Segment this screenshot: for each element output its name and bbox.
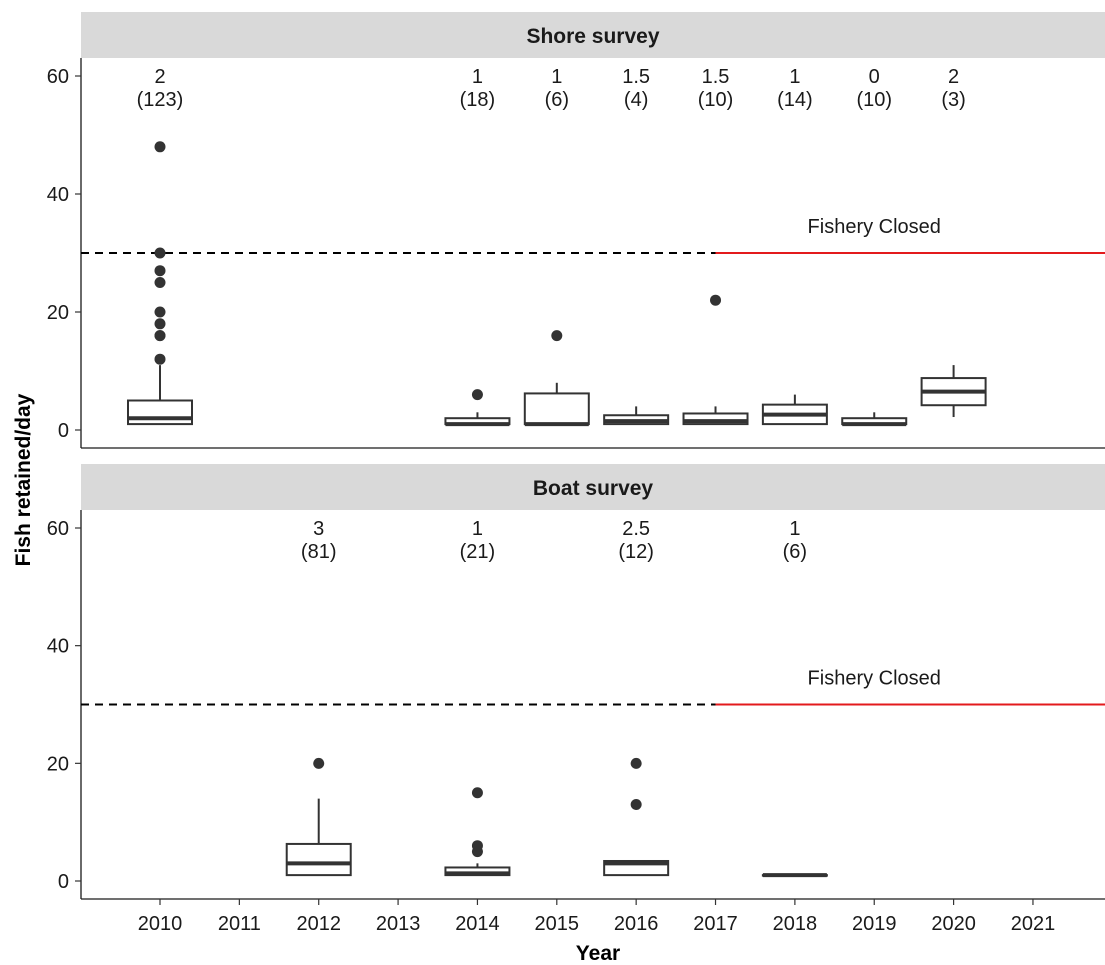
- outlier-point-1-1-1: [471, 840, 483, 852]
- median-label-0-7: 2: [948, 66, 959, 88]
- n-label-1-1: (21): [460, 541, 496, 563]
- outlier-point-0-0-6: [154, 265, 166, 277]
- strip-title-1: Boat survey: [533, 477, 654, 500]
- x-axis-title: Year: [576, 942, 620, 965]
- x-tick-label-7: 2017: [693, 913, 738, 935]
- outlier-point-1-1-2: [471, 787, 483, 799]
- x-tick-label-4: 2014: [455, 913, 500, 935]
- y-tick-label-0-2: 40: [47, 184, 69, 206]
- box-0-2: [523, 392, 590, 426]
- n-label-1-2: (12): [618, 541, 654, 563]
- y-tick-label-1-1: 20: [47, 753, 69, 775]
- n-label-0-3: (4): [624, 89, 648, 111]
- strip-panel-1: [81, 464, 1105, 510]
- n-label-0-2: (6): [545, 89, 569, 111]
- y-axis-title: Fish retained/day: [12, 393, 35, 566]
- x-tick-label-9: 2019: [852, 913, 897, 935]
- n-label-1-0: (81): [301, 541, 337, 563]
- x-tick-label-3: 2013: [376, 913, 421, 935]
- median-label-1-3: 1: [789, 518, 800, 540]
- x-tick-label-8: 2018: [773, 913, 818, 935]
- box-0-0: [127, 399, 193, 426]
- y-tick-label-1-0: 0: [58, 871, 69, 893]
- median-label-0-1: 1: [472, 66, 483, 88]
- median-label-0-3: 1.5: [622, 66, 650, 88]
- median-label-0-2: 1: [551, 66, 562, 88]
- outlier-point-0-0-4: [154, 306, 166, 318]
- x-tick-label-0: 2010: [138, 913, 183, 935]
- x-tick-label-1: 2011: [218, 913, 261, 935]
- outlier-point-0-2-0: [551, 330, 563, 342]
- x-tick-label-2: 2012: [296, 913, 341, 935]
- n-label-0-7: (3): [941, 89, 965, 111]
- median-label-1-0: 3: [313, 518, 324, 540]
- outlier-point-1-2-0: [630, 799, 642, 811]
- n-label-0-4: (10): [698, 89, 734, 111]
- strip-title-0: Shore survey: [526, 25, 659, 48]
- fishery-closed-label-0: Fishery Closed: [808, 216, 941, 238]
- median-label-1-1: 1: [472, 518, 483, 540]
- x-tick-label-10: 2020: [931, 913, 976, 935]
- y-tick-label-1-2: 40: [47, 636, 69, 658]
- median-label-0-4: 1.5: [702, 66, 730, 88]
- n-label-0-5: (14): [777, 89, 813, 111]
- outlier-point-0-0-0: [154, 353, 166, 365]
- outlier-point-0-0-5: [154, 277, 166, 288]
- y-tick-label-0-0: 0: [58, 420, 69, 442]
- fishery-closed-label-1: Fishery Closed: [808, 668, 941, 690]
- strip-panel-0: [81, 12, 1105, 58]
- outlier-point-1-2-1: [630, 757, 642, 769]
- y-tick-label-0-1: 20: [47, 302, 69, 324]
- outlier-point-0-0-3: [154, 318, 166, 330]
- x-tick-label-6: 2016: [614, 913, 659, 935]
- y-tick-label-0-3: 60: [47, 66, 69, 88]
- outlier-point-0-1-0: [471, 389, 483, 401]
- n-label-1-3: (6): [783, 541, 807, 563]
- x-tick-label-5: 2015: [535, 913, 580, 935]
- median-label-0-6: 0: [869, 66, 880, 88]
- n-label-0-6: (10): [856, 89, 892, 111]
- box-1-0: [285, 842, 352, 877]
- x-tick-label-11: 2021: [1011, 913, 1056, 935]
- outlier-point-0-0-2: [154, 330, 166, 342]
- outlier-point-1-0-0: [313, 757, 325, 769]
- y-tick-label-1-3: 60: [47, 518, 69, 540]
- median-label-0-5: 1: [789, 66, 800, 88]
- median-label-0-0: 2: [154, 66, 165, 88]
- outlier-point-0-0-7: [154, 247, 166, 259]
- median-label-1-2: 2.5: [622, 518, 650, 540]
- box-0-4: [682, 412, 749, 426]
- n-label-0-0: (123): [137, 89, 184, 111]
- outlier-point-0-0-8: [154, 141, 166, 153]
- n-label-0-1: (18): [460, 89, 496, 111]
- outlier-point-0-4-0: [710, 294, 722, 306]
